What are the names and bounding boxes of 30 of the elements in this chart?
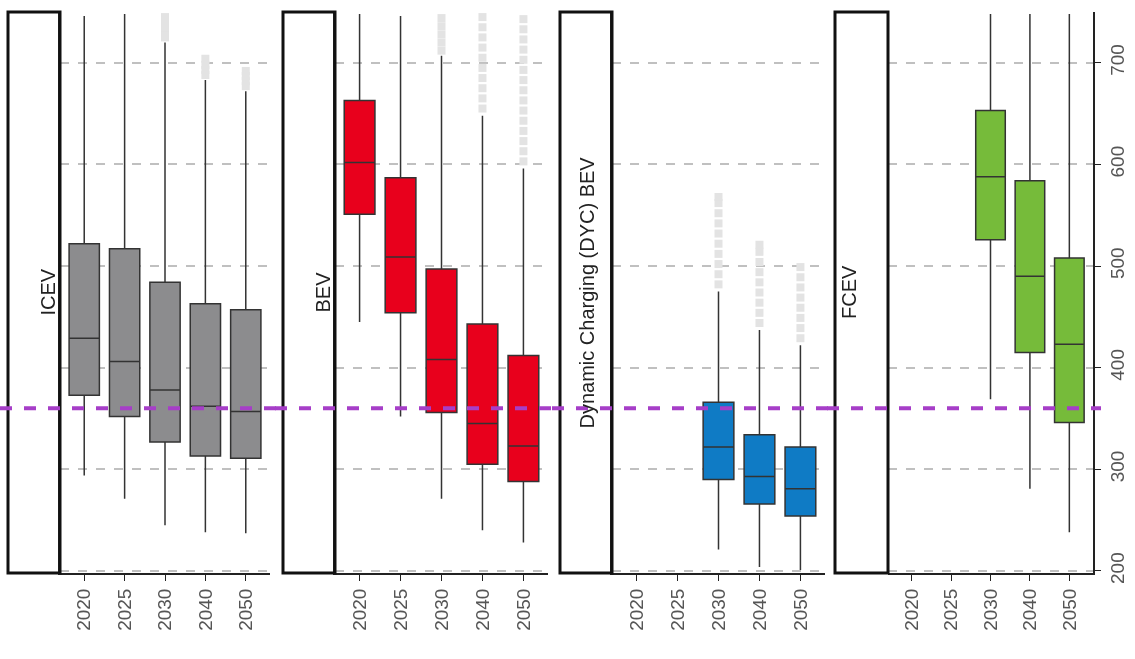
x-tick-label: 2050: [789, 588, 811, 631]
y-tick-label: 300: [1106, 450, 1128, 483]
x-tick-label: 2025: [940, 588, 962, 631]
x-tick-label: 2025: [389, 588, 411, 631]
x-tick-label: 2040: [194, 588, 216, 631]
text: ICEV: [36, 268, 59, 316]
x-tick-label: 2020: [348, 588, 370, 631]
y-tick-label: 600: [1106, 145, 1128, 178]
text: Dynamic Charging (DYC) BEV: [575, 156, 598, 429]
x-tick-label: 2050: [512, 588, 534, 631]
x-tick-label: 2020: [900, 588, 922, 631]
x-tick-label: 2040: [748, 588, 770, 631]
x-tick-label: 2025: [113, 588, 135, 631]
y-tick-label: 700: [1106, 44, 1128, 76]
x-tick-label: 2050: [234, 588, 256, 631]
x-tick-label: 2030: [430, 588, 452, 631]
text: BEV: [311, 271, 334, 313]
x-tick-label: 2040: [1019, 588, 1041, 631]
y-tick-label: 500: [1106, 247, 1128, 280]
y-tick-label: 400: [1106, 349, 1128, 381]
x-tick-label: 2050: [1058, 588, 1080, 631]
text: FCEV: [838, 265, 860, 319]
x-tick-label: 2020: [73, 588, 95, 631]
y-tick-label: 200: [1106, 552, 1128, 584]
x-tick-label: 2030: [979, 588, 1001, 631]
x-tick-label: 2040: [471, 588, 493, 631]
x-tick-label: 2030: [154, 588, 176, 631]
x-tick-label: 2030: [707, 588, 729, 631]
x-tick-label: 2020: [625, 588, 647, 631]
x-tick-label: 2025: [666, 588, 688, 631]
